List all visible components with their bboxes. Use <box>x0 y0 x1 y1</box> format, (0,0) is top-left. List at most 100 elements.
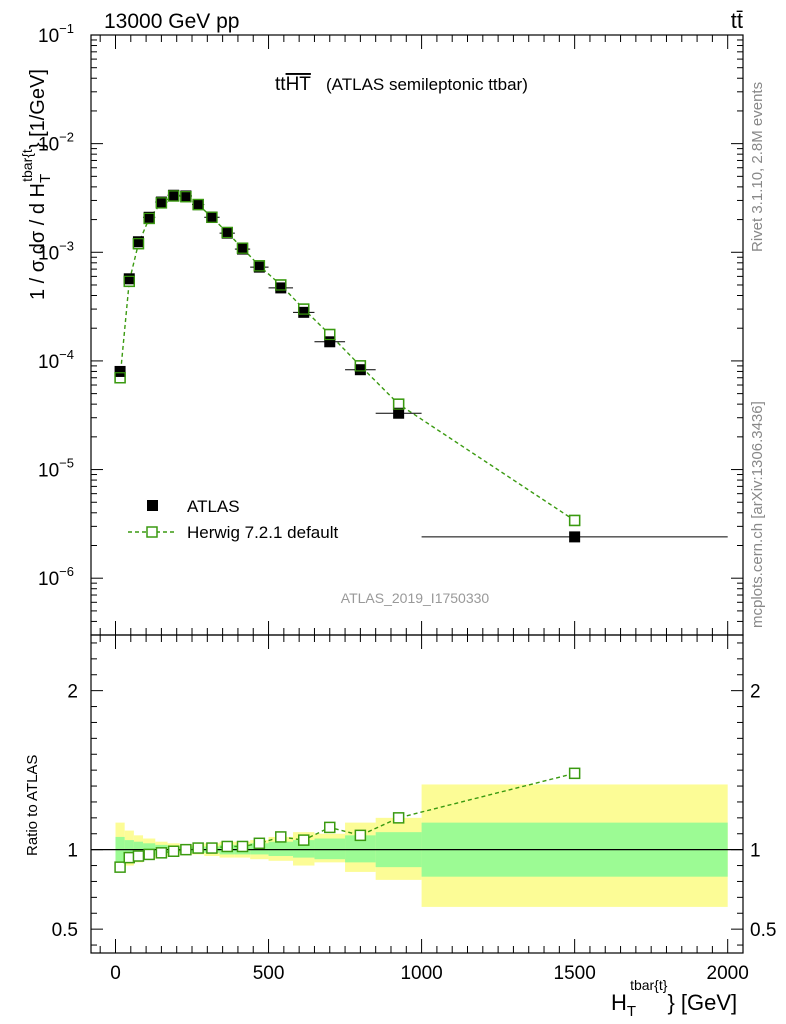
main-y-tick-mantissa: 10 <box>38 135 59 156</box>
x-tick-label: 2000 <box>707 963 749 984</box>
ratio-mc-point <box>143 848 155 861</box>
main-y-axis-label-suffix: } [1/GeV] <box>27 69 49 149</box>
mc-point-outline <box>253 260 265 272</box>
data-point <box>275 282 287 294</box>
x-axis-label-sup: tbar{t} <box>630 977 668 993</box>
main-y-tick-mantissa: 10 <box>38 461 59 482</box>
ratio-mc-point <box>253 837 266 850</box>
legend-mc-marker <box>146 526 158 538</box>
data-point <box>132 236 144 248</box>
mc-point-outline <box>569 514 581 527</box>
ratio-y-axis-label: Ratio to ATLAS <box>24 755 41 856</box>
x-axis-label: HTtbar{t}} [GeV] <box>611 977 737 1020</box>
mc-point <box>392 398 405 410</box>
legend-data-marker <box>147 500 158 511</box>
data-point <box>393 407 405 419</box>
main-y-ticks: 10−610−510−410−310−210−1 <box>38 21 743 636</box>
mc-point-outline <box>275 279 287 291</box>
mc-point <box>568 514 581 527</box>
main-y-tick-exponent: −4 <box>59 347 74 362</box>
ratio-stat-uncertainty-band <box>124 840 134 861</box>
data-point <box>192 199 204 211</box>
legend-mc-label: Herwig 7.2.1 default <box>187 523 338 542</box>
data-point <box>168 189 180 201</box>
mc-point-outline <box>143 212 155 225</box>
x-axis-label-sub: T <box>627 1003 636 1020</box>
main-y-axis-label-prefix: 1 / σ dσ / d H <box>27 183 49 300</box>
x-tick-label: 0 <box>110 963 121 984</box>
main-panel-frame <box>90 34 744 636</box>
main-y-tick-label: 10−3 <box>38 238 74 264</box>
ratio-mc-point <box>275 831 287 843</box>
main-y-tick-label: 10−5 <box>38 456 74 482</box>
data-point <box>143 211 155 223</box>
data-point <box>569 531 581 543</box>
data-point <box>114 365 126 377</box>
mc-point-outline <box>180 191 192 203</box>
ratio-mc-point <box>206 842 218 854</box>
mc-point-outline <box>192 198 204 211</box>
ratio-mc-point <box>167 845 180 857</box>
process-label: tt̄ <box>731 8 743 33</box>
main-y-tick-label: 10−1 <box>38 21 74 47</box>
mc-point-outline <box>132 238 145 250</box>
main-y-tick-mantissa: 10 <box>38 352 59 373</box>
main-y-tick-exponent: −1 <box>59 21 74 36</box>
main-y-tick-exponent: −3 <box>59 238 74 253</box>
mc-point-outline <box>155 197 168 209</box>
data-point <box>206 211 218 223</box>
data-point <box>180 190 192 202</box>
mc-point-outline <box>236 242 249 254</box>
x-tick-label: 1500 <box>554 963 596 984</box>
ratio-panel-frame <box>90 634 744 954</box>
main-y-tick-label: 10−2 <box>38 130 74 156</box>
data-point <box>221 227 233 239</box>
ratio-y-tick-label-right: 2 <box>750 682 761 703</box>
x-axis-label-main: H <box>611 990 627 1015</box>
rivet-version-label: Rivet 3.1.10, 2.8M events <box>749 82 766 252</box>
data-point <box>298 306 310 318</box>
ratio-mc-point <box>297 834 310 846</box>
data-point <box>123 273 135 285</box>
ratio-y-ticks: 0.5 0.5 1 1 2 2 <box>52 642 776 946</box>
main-y-tick-mantissa: 10 <box>38 243 59 264</box>
ratio-y-tick-label-left: 2 <box>67 682 78 703</box>
ratio-mc-point <box>180 843 192 856</box>
mc-point-outline <box>393 398 405 410</box>
ratio-panel: 0.5 0.5 1 1 2 2 0 500 1000 1500 2000 Ratio to ATL… <box>24 634 776 1020</box>
main-subtitle: (ATLAS semileptonic ttbar) <box>326 75 528 94</box>
ratio-x-ticks: 0 500 1000 1500 2000 <box>99 635 749 984</box>
ratio-mc-group <box>114 767 581 873</box>
ratio-mc-point <box>236 840 249 853</box>
ratio-stat-uncertainty-band <box>115 836 125 866</box>
x-tick-label: 500 <box>253 963 285 984</box>
mc-point-outline <box>298 303 310 315</box>
ratio-mc-point <box>221 840 233 853</box>
main-y-tick-exponent: −2 <box>59 130 74 145</box>
x-tick-label: 1000 <box>400 963 442 984</box>
data-point <box>324 336 336 348</box>
main-y-axis-label-sup: tbar{t <box>19 149 35 182</box>
ratio-y-tick-label-left: 0.5 <box>52 920 78 941</box>
main-y-tick-mantissa: 10 <box>38 26 59 47</box>
mcplots-label: mcplots.cern.ch [arXiv:1306.3436] <box>749 401 766 628</box>
data-point <box>253 261 265 273</box>
mc-line <box>119 195 576 522</box>
x-axis-label-suffix: } [GeV] <box>667 990 737 1015</box>
main-y-tick-exponent: −6 <box>59 564 74 579</box>
ratio-mc-point <box>354 829 367 842</box>
main-panel: 10−610−510−410−310−210−1 ttHT (ATLAS sem… <box>19 21 744 636</box>
ratio-mc-point <box>192 842 204 854</box>
ratio-mc-point <box>114 861 126 873</box>
main-title: ttHT <box>275 74 311 95</box>
data-point <box>237 243 249 255</box>
mc-point-outline <box>168 190 180 202</box>
data-point <box>354 364 366 376</box>
main-y-tick-exponent: −5 <box>59 456 74 471</box>
main-y-axis-label: 1 / σ dσ / d HTtbar{t} [1/GeV] <box>19 69 54 300</box>
mc-point-outline <box>123 275 135 287</box>
data-points-group <box>114 189 728 543</box>
ratio-mc-point <box>324 821 336 834</box>
ratio-y-tick-label-right: 0.5 <box>750 920 776 941</box>
